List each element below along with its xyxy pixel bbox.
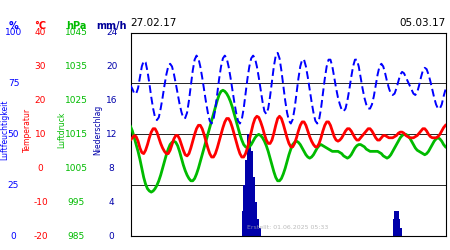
- Bar: [253, 202, 257, 236]
- Bar: [392, 219, 396, 236]
- Text: 24: 24: [106, 28, 117, 37]
- Text: %: %: [9, 21, 18, 31]
- Text: 27.02.17: 27.02.17: [130, 18, 177, 28]
- Text: 12: 12: [106, 130, 117, 139]
- Text: 10: 10: [35, 130, 46, 139]
- Bar: [398, 228, 402, 236]
- Text: 8: 8: [109, 164, 114, 173]
- Text: 75: 75: [8, 79, 19, 88]
- Text: Erstellt: 01.06.2025 05:33: Erstellt: 01.06.2025 05:33: [248, 225, 328, 230]
- Text: 1045: 1045: [65, 28, 88, 37]
- Text: 1005: 1005: [65, 164, 88, 173]
- Text: 0: 0: [38, 164, 43, 173]
- Text: 0: 0: [109, 232, 114, 241]
- Bar: [249, 151, 253, 236]
- Bar: [394, 211, 399, 236]
- Text: 100: 100: [5, 28, 22, 37]
- Text: 985: 985: [68, 232, 85, 241]
- Bar: [256, 228, 261, 236]
- Text: 20: 20: [35, 96, 46, 105]
- Text: 1025: 1025: [65, 96, 88, 105]
- Text: 995: 995: [68, 198, 85, 207]
- Text: mm/h: mm/h: [96, 21, 127, 31]
- Text: -10: -10: [33, 198, 48, 207]
- Text: Temperatur: Temperatur: [23, 108, 32, 152]
- Text: -20: -20: [33, 232, 48, 241]
- Bar: [243, 185, 248, 236]
- Bar: [247, 134, 252, 236]
- Bar: [242, 211, 246, 236]
- Text: 16: 16: [106, 96, 117, 105]
- Text: hPa: hPa: [66, 21, 87, 31]
- Text: 25: 25: [8, 181, 19, 190]
- Text: 1015: 1015: [65, 130, 88, 139]
- Text: 30: 30: [35, 62, 46, 71]
- Bar: [396, 219, 400, 236]
- Text: 1035: 1035: [65, 62, 88, 71]
- Text: Luftdruck: Luftdruck: [58, 112, 67, 148]
- Text: 4: 4: [109, 198, 114, 207]
- Text: 20: 20: [106, 62, 117, 71]
- Bar: [245, 160, 249, 236]
- Text: 40: 40: [35, 28, 46, 37]
- Text: 0: 0: [11, 232, 16, 241]
- Text: 50: 50: [8, 130, 19, 139]
- Text: 05.03.17: 05.03.17: [399, 18, 446, 28]
- Bar: [251, 177, 255, 236]
- Text: Niederschlag: Niederschlag: [94, 105, 103, 155]
- Text: Luftfeuchtigkeit: Luftfeuchtigkeit: [0, 100, 9, 160]
- Text: °C: °C: [35, 21, 46, 31]
- Bar: [255, 219, 259, 236]
